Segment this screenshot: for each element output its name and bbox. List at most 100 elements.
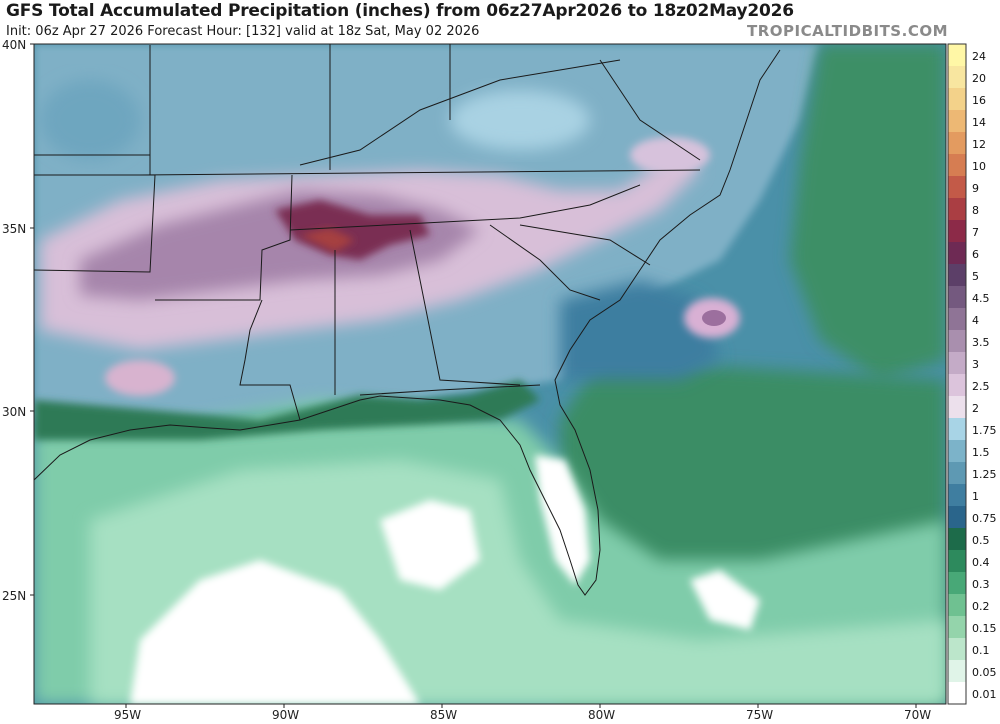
lat-ticks [30,43,34,596]
colorbar-swatch [948,440,966,463]
colorbar-label: 3 [972,358,979,371]
dry-patch-central-gulf [380,500,480,590]
colorbar-swatch [948,396,966,419]
lat-label-25n: 25N [2,589,27,603]
colorbar-swatch [948,242,966,265]
colorbar-label: 6 [972,248,979,261]
colorbar-swatch [948,110,966,133]
colorbar-label: 1.25 [972,468,997,481]
colorbar-swatch [948,616,966,639]
colorbar-swatch [948,330,966,353]
colorbar-label: 0.15 [972,622,997,635]
colorbar-swatch [948,286,966,309]
colorbar-label: 16 [972,94,986,107]
colorbar-label: 12 [972,138,986,151]
border-fl-ga [359,384,541,396]
colorbar-swatch [948,176,966,199]
colorbar-swatch [948,220,966,243]
colorbar-label: 4 [972,314,979,327]
colorbar-swatch [948,638,966,661]
atlantic-green-band-east [790,44,946,380]
lon-label-80w: 80W [588,708,616,722]
colorbar-swatch [948,528,966,551]
colorbar-label: 0.4 [972,556,990,569]
colorbar-swatch [948,572,966,595]
precip-max-spot [300,228,355,252]
colorbar-label: 5 [972,270,979,283]
colorbar-label: 1.75 [972,424,997,437]
colorbar-label: 20 [972,72,986,85]
colorbar-swatch [948,660,966,683]
colorbar-label: 1 [972,490,979,503]
map-title: GFS Total Accumulated Precipitation (inc… [6,1,794,21]
colorbar-label: 9 [972,182,979,195]
colorbar-swatch [948,550,966,573]
colorbar-label: 0.2 [972,600,990,613]
dry-patch-west-gulf [130,560,420,704]
precip-max-core [275,200,430,260]
precip-blob-texas [105,360,175,396]
precip-field [34,44,946,704]
colorbar-label: 24 [972,50,986,63]
colorbar-swatch [948,66,966,89]
precip-blob-carolina [630,137,710,173]
dry-patch-bahamas [690,570,760,630]
colorbar-label: 8 [972,204,979,217]
precip-blob-atlantic-core [702,310,726,326]
colorbar-label: 4.5 [972,292,990,305]
site-brand[interactable]: TROPICALTIDBITS.COM [747,22,948,40]
map-subtitle: Init: 06z Apr 27 2026 Forecast Hour: [13… [6,24,480,39]
gulf-coastline [34,49,781,596]
lon-label-90w: 90W [272,708,300,722]
border-nc-sc [519,224,651,266]
border-al-ga [409,229,521,386]
colorbar-label: 1.5 [972,446,990,459]
colorbar-swatch [948,594,966,617]
colorbar-swatch [948,484,966,507]
border-ga-sc [489,224,601,301]
colorbar-swatch [948,682,966,705]
border-tn [289,184,641,231]
border-tx-ok [34,174,156,273]
colorbar-swatch [948,44,966,67]
colorbar-label: 2 [972,402,979,415]
colorbar-frame [947,43,967,705]
colorbar-swatch [948,308,966,331]
colorbar-label: 14 [972,116,986,129]
colorbar-label: 0.05 [972,666,997,679]
colorbar-label: 0.5 [972,534,990,547]
lat-label-40n: 40N [2,38,27,52]
borders [34,44,781,596]
light-blue-pocket-west [40,80,140,160]
colorbar-label: 0.01 [972,688,997,701]
colorbar-swatch [948,374,966,397]
colorbar-swatch [948,88,966,111]
colorbar-label: 3.5 [972,336,990,349]
southeast-blue [560,280,720,380]
lon-label-70w: 70W [904,708,932,722]
colorbar-swatch [948,462,966,485]
colorbar-swatch [948,154,966,177]
dry-patch-florida [535,455,590,585]
colorbar [947,43,967,705]
colorbar-label: 2.5 [972,380,990,393]
lon-label-95w: 95W [114,708,142,722]
colorbar-label: 0.75 [972,512,997,525]
border-ms-al [239,299,301,421]
lon-label-75w: 75W [746,708,774,722]
border-wv-va [599,59,701,161]
colorbar-swatch [948,198,966,221]
colorbar-swatch [948,506,966,529]
lat-label-30n: 30N [2,405,27,419]
border-ar-la [155,174,293,301]
coastal-dark-green [34,380,540,440]
colorbar-label: 7 [972,226,979,239]
colorbar-label: 0.3 [972,578,990,591]
map-frame [33,43,947,705]
light-blue-pocket-north [450,90,590,150]
colorbar-swatch [948,132,966,155]
colorbar-swatch [948,264,966,287]
colorbar-label: 0.1 [972,644,990,657]
border-ky-va [139,169,701,176]
